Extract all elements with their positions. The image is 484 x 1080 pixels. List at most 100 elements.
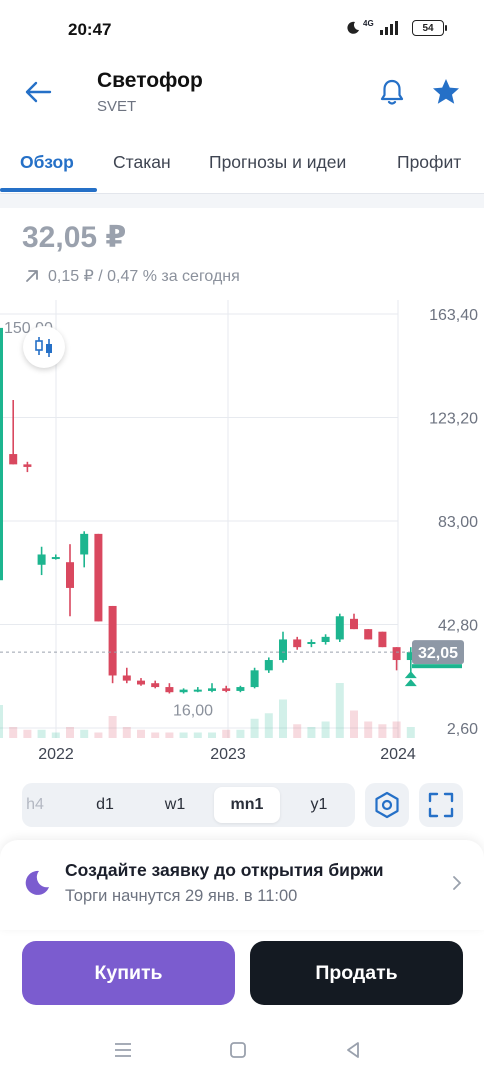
tab-overview[interactable]: Обзор [20, 152, 74, 173]
current-price: 32,05 ₽ [22, 220, 126, 255]
volume-bar [151, 733, 159, 739]
volume-bar [80, 730, 88, 738]
tab-forecasts[interactable]: Прогнозы и идеи [209, 152, 346, 173]
square-icon [229, 1041, 247, 1059]
volume-bar [180, 733, 188, 739]
status-bar: 20:47 4G 54 [0, 0, 484, 62]
tab-orderbook[interactable]: Стакан [113, 152, 171, 173]
price-change-text: 0,15 ₽ / 0,47 % за сегодня [48, 266, 240, 286]
system-back-button[interactable] [338, 1038, 368, 1062]
volume-bar [23, 730, 31, 738]
volume-bar [194, 733, 202, 739]
volume-bar [322, 722, 330, 739]
candle-body [94, 534, 102, 622]
network-label: 4G [363, 19, 374, 28]
candle-body [279, 639, 287, 660]
notice-subtitle: Торги начнутся 29 янв. в 11:00 [65, 887, 297, 906]
candle-body [222, 688, 230, 691]
notifications-button[interactable] [376, 76, 408, 108]
volume-bar [378, 724, 386, 738]
status-icons: 4G 54 [346, 20, 444, 36]
candle-body [265, 660, 273, 670]
candle-body [293, 639, 301, 647]
timeframe-d1[interactable]: d1 [72, 787, 138, 823]
timeframe-mn1[interactable]: mn1 [214, 787, 280, 823]
volume-bar [137, 730, 145, 738]
price-chart[interactable]: 163,40 123,20 83,00 42,80 2,60 2022 2023 2024 32… [0, 300, 484, 770]
expand-icon [427, 791, 455, 819]
candle-body [9, 454, 17, 464]
candle-body [0, 328, 3, 580]
volume-bar [265, 713, 273, 738]
volume-bar [307, 727, 315, 738]
app-header: Светофор SVET [0, 62, 484, 132]
x-axis-tick-label: 2022 [38, 746, 74, 763]
triangle-back-icon [344, 1041, 362, 1059]
arrow-up-right-icon [24, 268, 40, 284]
candle-body [66, 562, 74, 588]
battery-level: 54 [422, 23, 433, 34]
volume-bar [109, 716, 117, 738]
candle-body [251, 670, 259, 687]
page-title: Светофор [97, 69, 203, 93]
active-tab-indicator [0, 188, 97, 192]
x-axis-tick-label: 2023 [210, 746, 246, 763]
volume-bar [251, 719, 259, 738]
volume-bar [222, 730, 230, 738]
recent-apps-button[interactable] [108, 1038, 138, 1062]
notice-title: Создайте заявку до открытия биржи [65, 860, 384, 881]
ticker-symbol: SVET [97, 98, 136, 115]
y-axis-tick-label: 42,80 [438, 618, 478, 635]
candle-body [151, 683, 159, 687]
volume-bar [393, 722, 401, 739]
current-price-accent [412, 664, 462, 668]
favorite-button[interactable] [428, 74, 464, 110]
y-axis-tick-label: 83,00 [438, 514, 478, 531]
timeframe-y1[interactable]: y1 [286, 787, 352, 823]
arrow-left-icon [24, 80, 52, 104]
candle-body [208, 688, 216, 691]
timeframe-w1[interactable]: w1 [142, 787, 208, 823]
candle-body [393, 647, 401, 660]
section-divider [0, 194, 484, 208]
candle-body [350, 619, 358, 629]
tab-profit[interactable]: Профит [397, 152, 461, 173]
candle-body [307, 642, 315, 644]
volume-bar [52, 733, 60, 739]
indicators-button[interactable] [365, 783, 409, 827]
candle-body [137, 681, 145, 685]
fullscreen-button[interactable] [419, 783, 463, 827]
sell-button[interactable]: Продать [250, 941, 463, 1005]
candle-body [109, 606, 117, 676]
volume-bar [165, 733, 173, 739]
y-axis-tick-label: 163,40 [429, 307, 478, 324]
volume-bar [123, 727, 131, 738]
battery-icon: 54 [412, 20, 444, 36]
y-axis-tick-label: 2,60 [447, 721, 478, 738]
candle-body [23, 464, 31, 467]
candle-body [165, 687, 173, 692]
candle-body [322, 637, 330, 642]
tab-bar: Обзор Стакан Прогнозы и идеи Профит [0, 142, 484, 194]
volume-bar [9, 727, 17, 738]
timeframe-h4[interactable]: h4 [2, 787, 68, 823]
current-price-label: 32,05 [418, 645, 458, 662]
back-button[interactable] [20, 76, 56, 108]
candle-body [236, 687, 244, 691]
candle-body [378, 632, 386, 647]
volume-bar [407, 727, 415, 738]
moon-status-icon [346, 21, 360, 35]
volume-bar [208, 733, 216, 739]
candle-body [180, 690, 188, 693]
pre-market-notice[interactable]: Создайте заявку до открытия биржи Торги … [0, 840, 484, 930]
min-price-annotation: 16,00 [173, 703, 213, 720]
volume-bar [293, 724, 301, 738]
candle-body [336, 616, 344, 639]
chart-type-button[interactable] [23, 326, 65, 368]
buy-button[interactable]: Купить [22, 941, 235, 1005]
volume-bar [94, 733, 102, 739]
timeframe-selector: h4 d1 w1 mn1 y1 [22, 783, 355, 827]
home-button[interactable] [223, 1038, 253, 1062]
volume-bar [38, 730, 46, 738]
volume-bar [236, 730, 244, 738]
